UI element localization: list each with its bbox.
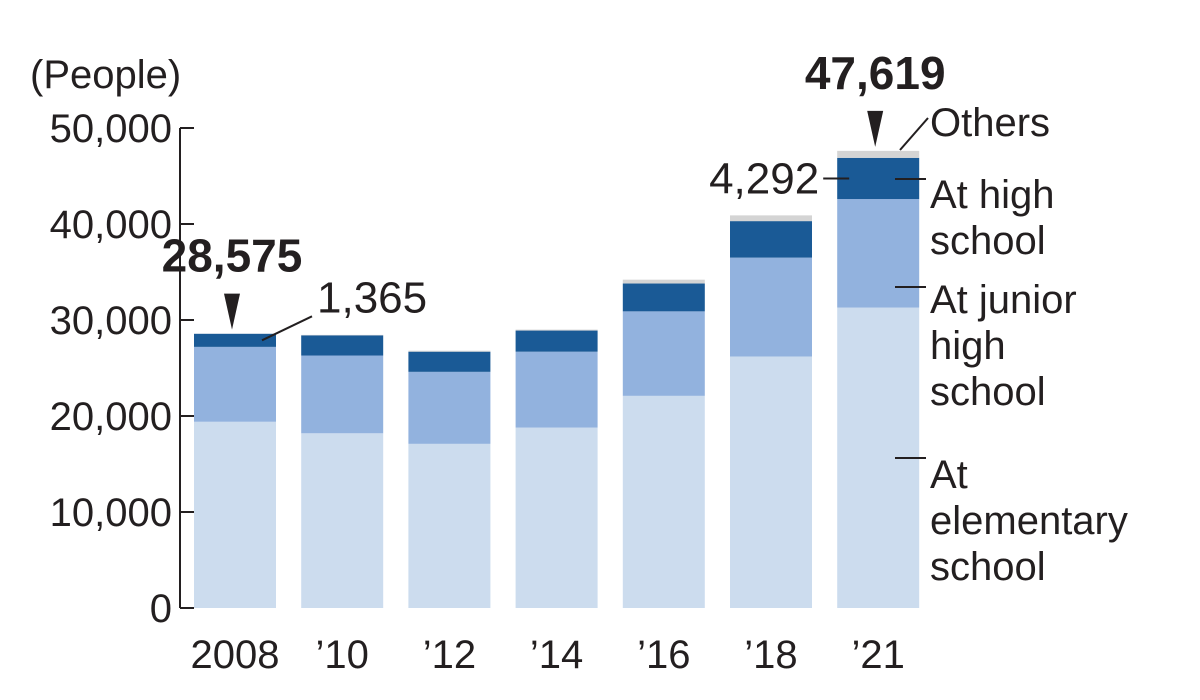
bar-segment-at-elementary-school: [730, 356, 812, 608]
bar-segment-at-junior-high-school: [837, 199, 920, 308]
bar-segment-others: [730, 215, 812, 222]
y-axis: 0 10,000 20,000 30,000 40,000 50,000: [50, 107, 194, 631]
bar-segment-at-junior-high-school: [194, 346, 276, 422]
bar-segment-at-junior-high-school: [730, 257, 812, 357]
legend-label: At junior: [930, 278, 1077, 322]
bars: [194, 150, 920, 608]
total-pointer-triangle: [224, 293, 240, 330]
legend-label: school: [930, 370, 1046, 414]
bar-segment-others: [515, 329, 598, 331]
y-tick-label: 40,000: [50, 203, 172, 247]
bar-segment-at-junior-high-school: [622, 311, 705, 396]
x-tick-label: ’18: [744, 633, 797, 677]
x-tick-label: ’16: [637, 633, 690, 677]
legend-label: high: [930, 324, 1006, 368]
x-tick-label: ’21: [852, 633, 905, 677]
total-label: 28,575: [162, 230, 303, 282]
bar-segment-at-high-school: [194, 333, 276, 347]
legend-label: At high: [930, 173, 1055, 217]
bar-segment-at-high-school: [408, 351, 491, 372]
bar-segment-at-high-school: [515, 330, 598, 352]
bar-segment-at-junior-high-school: [515, 351, 598, 428]
y-tick-label: 50,000: [50, 107, 172, 151]
x-tick-label: 2008: [191, 633, 280, 677]
bar-segment-others: [408, 350, 491, 352]
callout-label: 4,292: [709, 154, 819, 203]
bar-segment-at-high-school: [730, 221, 812, 258]
x-tick-labels: 2008 ’10 ’12 ’14 ’16 ’18 ’21: [191, 633, 905, 677]
y-tick-label: 20,000: [50, 395, 172, 439]
bar-segment-others: [622, 279, 705, 284]
bar-segment-at-elementary-school: [194, 421, 276, 608]
total-label: 47,619: [805, 47, 946, 99]
legend-label: At: [930, 453, 968, 497]
legend-label: school: [930, 545, 1046, 589]
legend-label: Others: [930, 101, 1050, 145]
legend-leader-line: [899, 117, 929, 151]
callout-leader-line: [261, 315, 313, 342]
callout-label: 1,365: [317, 273, 427, 322]
callouts: 28,575 47,619 1,365 4,292: [162, 47, 946, 342]
x-tick-label: ’10: [316, 633, 369, 677]
bar-segment-at-elementary-school: [301, 433, 384, 608]
legend-label: elementary: [930, 499, 1128, 543]
total-pointer-triangle: [867, 110, 884, 147]
bar-segment-at-junior-high-school: [301, 355, 384, 434]
bar-segment-at-high-school: [622, 283, 705, 312]
y-tick-label: 30,000: [50, 299, 172, 343]
legend-label: school: [930, 219, 1046, 263]
x-tick-label: ’12: [423, 633, 476, 677]
bar-segment-others: [837, 150, 920, 158]
y-tick-label: 0: [150, 587, 172, 631]
y-axis-unit-label: (People): [30, 53, 181, 97]
bar-segment-at-elementary-school: [408, 443, 491, 608]
bar-segment-at-elementary-school: [515, 427, 598, 608]
y-tick-label: 10,000: [50, 491, 172, 535]
bar-segment-at-junior-high-school: [408, 371, 491, 444]
bar-segment-at-high-school: [301, 335, 384, 356]
x-tick-label: ’14: [530, 633, 583, 677]
bar-segment-at-elementary-school: [622, 395, 705, 608]
